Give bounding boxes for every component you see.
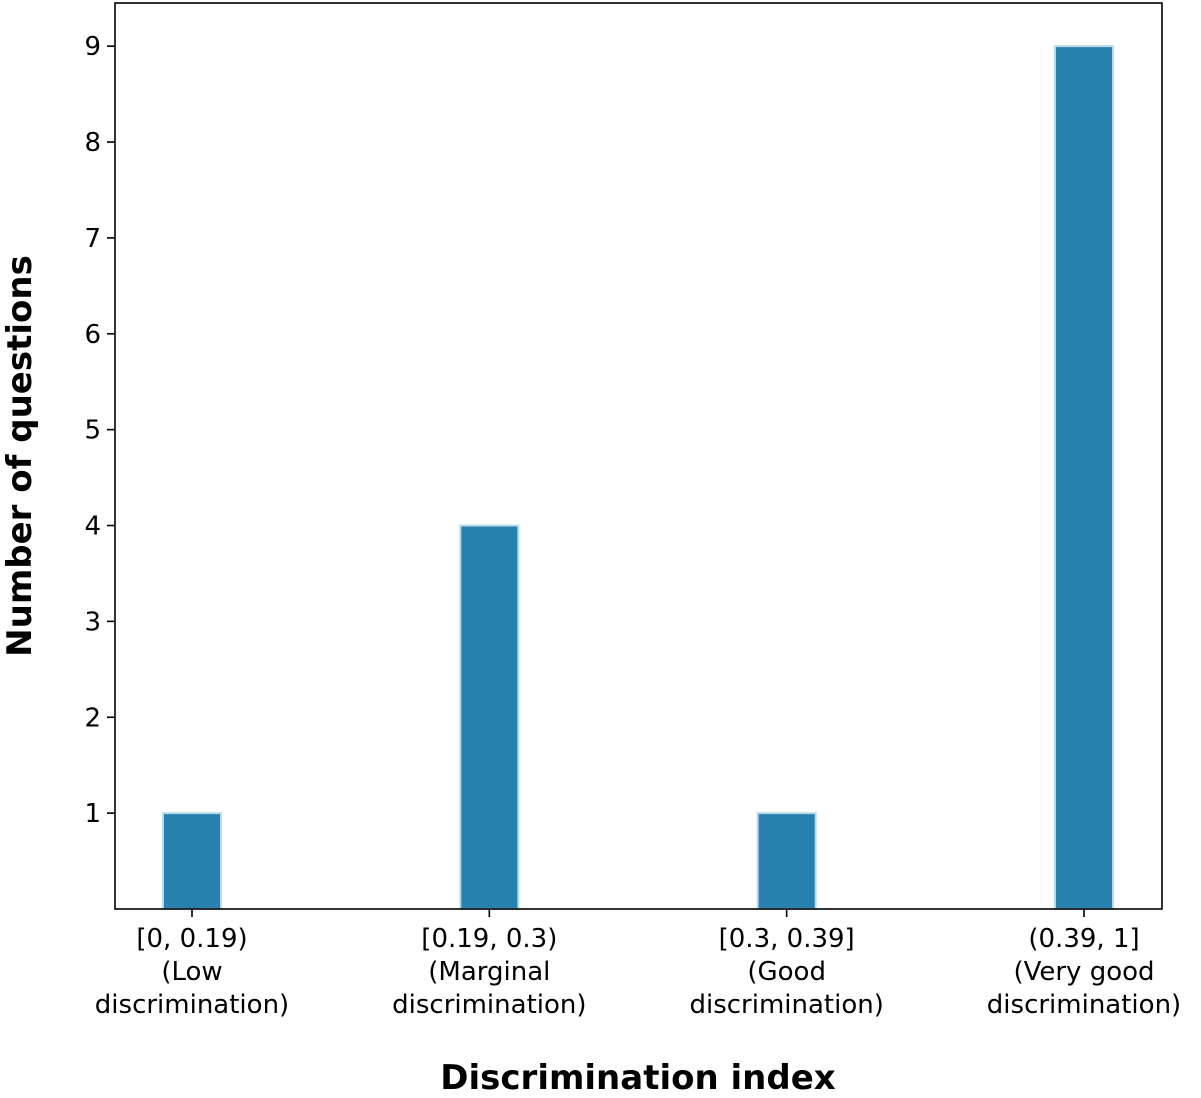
x-tick-label-line: [0.19, 0.3) bbox=[421, 924, 557, 954]
x-tick-label: [0.3, 0.39] (Good discrimination) bbox=[689, 924, 883, 1020]
bar bbox=[756, 812, 817, 911]
plot-frame bbox=[114, 2, 1163, 910]
x-tick-label-line: discrimination) bbox=[689, 990, 883, 1020]
x-tick-label-line: (Very good bbox=[1013, 957, 1154, 987]
plot-area bbox=[115, 3, 1162, 909]
x-tick-label-line: discrimination) bbox=[392, 990, 586, 1020]
x-tick-label: (0.39, 1] (Very good discrimination) bbox=[987, 924, 1181, 1020]
x-tick-label-line: discrimination) bbox=[95, 990, 289, 1020]
bar bbox=[162, 812, 222, 911]
x-tick-label: [0.19, 0.3) (Marginal discrimination) bbox=[392, 924, 586, 1020]
x-tick-label-line: (Low bbox=[161, 957, 222, 987]
y-tick-label: 4 bbox=[84, 512, 101, 542]
bar bbox=[1054, 45, 1114, 910]
y-ticks-group: 1 2 3 4 5 6 7 8 9 bbox=[84, 32, 115, 829]
x-tick-label-line: (Good bbox=[747, 957, 826, 987]
y-tick-label: 9 bbox=[84, 32, 101, 62]
y-tick-label: 3 bbox=[84, 607, 101, 637]
y-tick-label: 2 bbox=[84, 703, 101, 733]
y-tick-label: 5 bbox=[84, 416, 101, 446]
y-axis-title: Number of questions bbox=[0, 255, 40, 657]
x-tick-label-line: (0.39, 1] bbox=[1028, 924, 1139, 954]
x-tick-label-line: [0, 0.19) bbox=[136, 924, 247, 954]
x-tick-label-line: discrimination) bbox=[987, 990, 1181, 1020]
x-ticks-group: [0, 0.19) (Low discrimination)[0.19, 0.3)(… bbox=[95, 909, 1181, 1020]
x-tick-label-line: (Marginal bbox=[428, 957, 550, 987]
y-tick-label: 8 bbox=[84, 128, 101, 158]
y-tick-label: 1 bbox=[84, 799, 101, 829]
bars-group bbox=[162, 45, 1114, 911]
x-tick-label-line: [0.3, 0.39] bbox=[719, 924, 855, 954]
y-tick-label: 6 bbox=[84, 320, 101, 350]
bar bbox=[459, 524, 520, 910]
x-axis-title: Discrimination index bbox=[440, 1058, 835, 1094]
x-tick-label: [0, 0.19) (Low discrimination) bbox=[95, 924, 289, 1020]
y-tick-label: 7 bbox=[84, 224, 101, 254]
